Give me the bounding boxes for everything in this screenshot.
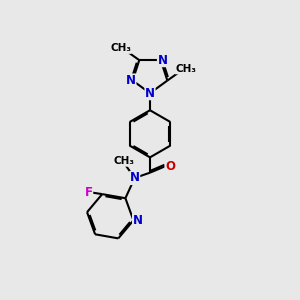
Text: N: N — [126, 74, 136, 87]
Text: CH₃: CH₃ — [110, 44, 131, 53]
Text: CH₃: CH₃ — [176, 64, 197, 74]
Text: CH₃: CH₃ — [114, 156, 135, 166]
Text: N: N — [145, 87, 155, 100]
Text: N: N — [133, 214, 142, 227]
Text: N: N — [158, 54, 167, 67]
Text: F: F — [85, 186, 93, 199]
Text: N: N — [130, 172, 140, 184]
Text: O: O — [165, 160, 175, 173]
